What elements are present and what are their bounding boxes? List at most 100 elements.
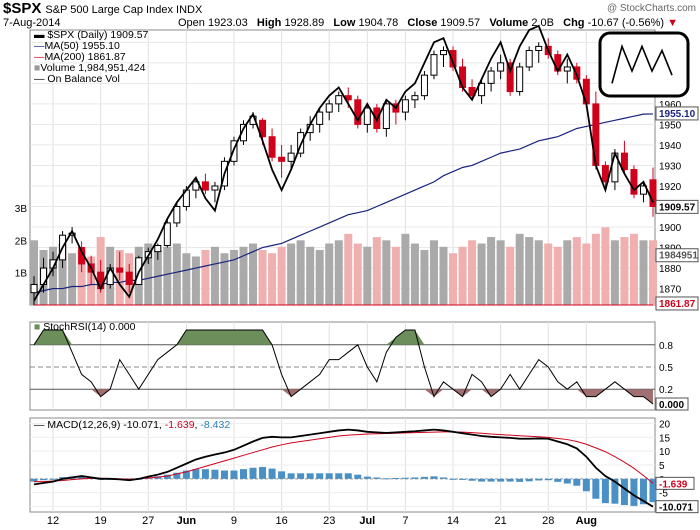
macd-histogram-bar xyxy=(230,470,238,479)
volume-bar xyxy=(449,253,458,305)
volume-bar xyxy=(239,246,248,305)
volume-bar xyxy=(515,233,524,305)
volume-bar xyxy=(572,237,581,305)
volume-bar xyxy=(401,233,410,305)
x-tick-label: 21 xyxy=(495,515,507,527)
macd-histogram-bar xyxy=(182,470,190,479)
macd-histogram-bar xyxy=(287,473,295,479)
volume-bar xyxy=(553,246,562,305)
candle-body xyxy=(401,99,409,113)
stoch-tick-label: 0.5 xyxy=(659,363,673,374)
volume-bar xyxy=(506,246,515,305)
candle-body xyxy=(173,205,181,224)
macd-histogram-bar xyxy=(420,476,428,479)
volume-bar xyxy=(391,246,400,305)
macd-histogram-bar xyxy=(163,474,171,479)
obv-line xyxy=(33,24,654,302)
volume-bar xyxy=(344,233,353,305)
macd-histogram-bar xyxy=(354,474,362,479)
volume-bar xyxy=(172,243,181,305)
macd-histogram-bar xyxy=(78,476,86,479)
chart-date: 7-Aug-2014 xyxy=(3,17,61,29)
volume-bar xyxy=(306,246,315,305)
legend-volume: ■Volume 1,984,951,424 xyxy=(34,62,146,74)
volume-bar xyxy=(620,237,629,305)
candle-body xyxy=(278,156,286,162)
x-tick-label: 19 xyxy=(95,515,107,527)
volume-bar xyxy=(296,240,305,305)
volume-bar xyxy=(410,243,419,305)
candle-body xyxy=(430,54,438,76)
volume-bar xyxy=(601,227,610,305)
volume-bar xyxy=(287,243,296,305)
volume-bar xyxy=(334,240,343,305)
macd-histogram-bar xyxy=(601,478,609,504)
macd-histogram-bar xyxy=(335,473,343,479)
volume-bar xyxy=(372,237,381,305)
macd-histogram-bar xyxy=(259,466,267,479)
x-tick-label: 16 xyxy=(275,515,287,527)
ma50-tag: 1955.10 xyxy=(659,109,696,120)
volume-bar xyxy=(315,250,324,305)
candle-body xyxy=(163,222,171,246)
volume-bar xyxy=(30,240,38,305)
stochrsi-line xyxy=(33,329,654,405)
macd-histogram-bar xyxy=(468,478,476,481)
volume-bar xyxy=(258,250,267,305)
stoch-tag-bg xyxy=(655,397,689,411)
highlight-zigzag xyxy=(611,43,673,84)
candle-body xyxy=(201,181,209,191)
volume-bar xyxy=(591,233,600,305)
volume-bar xyxy=(639,240,648,305)
volume-bar xyxy=(487,237,496,305)
volume-bar xyxy=(210,246,219,305)
candle-body xyxy=(240,123,248,142)
price-tick-label: 1960 xyxy=(659,100,682,111)
volume-tick-label: 3B xyxy=(15,204,28,215)
current-price-tag-bg xyxy=(655,199,699,214)
macd-histogram-bar xyxy=(316,473,324,479)
macd-histogram-bar xyxy=(297,473,305,479)
volume-tick-label: 2B xyxy=(15,236,28,247)
candle-body xyxy=(116,267,124,273)
macd-histogram-bar xyxy=(173,472,181,479)
index-name: S&P 500 Large Cap Index INDX xyxy=(45,4,203,16)
volume-bar xyxy=(325,243,334,305)
stochrsi-legend: ■ StochRSI(14) 0.000 xyxy=(34,321,136,333)
x-tick-label: 14 xyxy=(447,515,459,527)
macd-histogram-bar xyxy=(554,478,562,482)
candle-body xyxy=(154,244,162,253)
candle-body xyxy=(449,50,457,68)
macd-histogram-bar xyxy=(620,478,628,506)
volume-bar xyxy=(439,246,448,305)
candle-body xyxy=(487,70,495,84)
macd-histogram-bar xyxy=(192,469,200,479)
price-tick-label: 1900 xyxy=(659,223,682,234)
x-tick-label: 7 xyxy=(402,515,408,527)
candle-body xyxy=(335,95,343,105)
volume-bar xyxy=(525,237,534,305)
volume-bar xyxy=(429,240,438,305)
volume-bar xyxy=(249,243,258,305)
signal-current-tag: -1.639 xyxy=(659,479,688,490)
x-tick-label: Aug xyxy=(576,515,597,527)
legend-obv: — On Balance Vol xyxy=(34,73,120,85)
macd-tag-bg xyxy=(655,500,699,514)
x-tick-label: 28 xyxy=(542,515,554,527)
legend-ma50: —MA(50) 1955.10 xyxy=(34,40,120,52)
stockcharts-credit[interactable]: @ StockCharts.com xyxy=(606,3,696,14)
candle-body xyxy=(649,179,657,207)
volume-bar xyxy=(220,253,229,305)
macd-histogram-bar xyxy=(306,473,314,479)
stoch-current-tag: 0.000 xyxy=(659,400,684,411)
macd-histogram-bar xyxy=(630,478,638,506)
macd-histogram-bar xyxy=(649,478,657,503)
macd-histogram-bar xyxy=(49,478,57,480)
candle-body xyxy=(125,271,133,285)
macd-histogram-bar xyxy=(506,478,514,482)
macd-histogram-bar xyxy=(535,478,543,481)
volume-bar xyxy=(629,233,638,305)
macd-histogram-bar xyxy=(487,478,495,482)
macd-histogram-bar xyxy=(278,471,286,479)
